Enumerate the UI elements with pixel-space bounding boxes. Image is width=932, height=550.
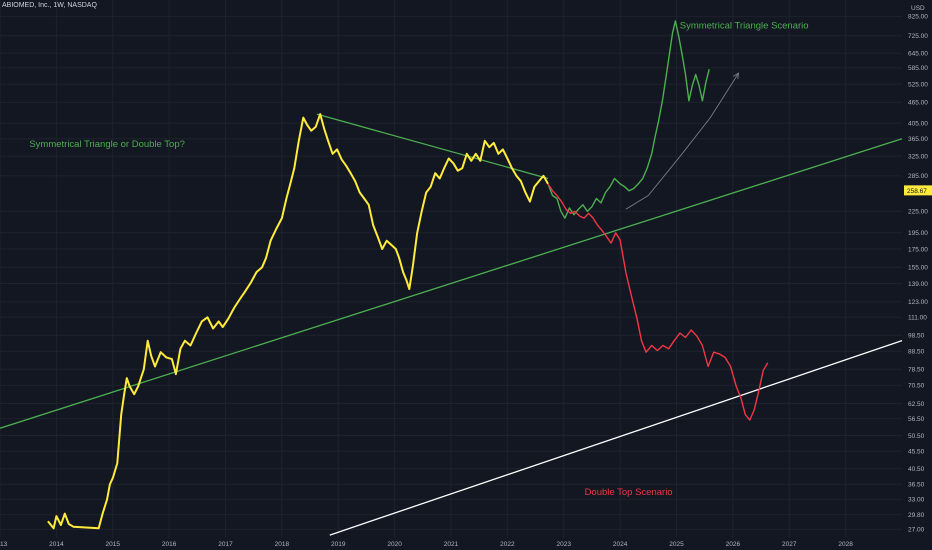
price-tick-label: 36.50	[908, 481, 925, 488]
time-axis[interactable]: 2013 2014 2015 2016 2017 2018 2019 2020 2021 2022…	[0, 541, 853, 548]
time-tick-label: 2022	[500, 541, 515, 548]
symbol-header: ABIOMED, Inc., 1W, NASDAQ	[2, 2, 97, 9]
price-series-line[interactable]	[547, 20, 710, 219]
price-tick-label: 325.00	[908, 153, 928, 160]
price-tick-label: 725.00	[908, 33, 928, 40]
time-tick-label: 2015	[106, 541, 121, 548]
price-tick-label: 405.00	[908, 120, 928, 127]
price-axis[interactable]: USD 825.00 725.00 645.00 585.00 525.00 465.00 4…	[908, 5, 928, 534]
price-tick-label: 98.50	[908, 333, 925, 340]
price-tick-label: 123.00	[908, 299, 928, 306]
price-series-line[interactable]	[547, 183, 769, 421]
time-tick-label: 2020	[387, 541, 402, 548]
current-price-badge	[904, 185, 932, 196]
time-tick-label: 2014	[49, 541, 64, 548]
trendline[interactable]	[329, 340, 903, 536]
price-tick-label: 155.00	[908, 265, 928, 272]
price-tick-label: 225.00	[908, 209, 928, 216]
price-tick-label: 525.00	[908, 81, 928, 88]
price-tick-label: 88.50	[908, 349, 925, 356]
price-axis-unit: USD	[911, 5, 925, 12]
time-tick-label: 2027	[782, 541, 797, 548]
price-tick-label: 645.00	[908, 51, 928, 58]
trendline[interactable]	[0, 138, 903, 429]
time-tick-label: 2025	[669, 541, 684, 548]
time-tick-label: 2018	[275, 541, 290, 548]
current-price-value: 258.67	[907, 188, 927, 195]
time-tick-label: 2017	[218, 541, 233, 548]
grid	[0, 0, 902, 538]
series	[47, 20, 769, 530]
price-series-line[interactable]	[47, 113, 549, 530]
chart-annotation: Symmetrical Triangle Scenario	[680, 21, 809, 32]
chart-annotation: Symmetrical Triangle or Double Top?	[29, 139, 185, 150]
price-tick-label: 70.50	[908, 383, 925, 390]
price-tick-label: 111.00	[908, 315, 927, 322]
price-tick-label: 285.00	[908, 173, 928, 180]
price-tick-label: 365.00	[908, 136, 928, 143]
price-tick-label: 62.50	[908, 401, 925, 408]
price-tick-label: 825.00	[908, 14, 928, 21]
time-tick-label: 2023	[557, 541, 572, 548]
price-tick-label: 585.00	[908, 65, 928, 72]
price-tick-label: 195.00	[908, 230, 928, 237]
price-tick-label: 139.00	[908, 281, 928, 288]
price-tick-label: 78.50	[908, 367, 925, 374]
trendlines	[0, 72, 903, 536]
time-tick-label: 2026	[726, 541, 741, 548]
price-tick-label: 33.00	[908, 497, 925, 504]
time-tick-label: 2024	[613, 541, 628, 548]
price-tick-label: 56.50	[908, 416, 925, 423]
price-tick-label: 465.00	[908, 100, 928, 107]
price-tick-label: 45.50	[908, 448, 925, 455]
time-tick-label: 2013	[0, 541, 8, 548]
annotations: Symmetrical Triangle or Double Top? Symme…	[29, 21, 808, 498]
projection-arrow-head	[733, 72, 740, 80]
time-tick-label: 2028	[838, 541, 853, 548]
price-tick-label: 175.00	[908, 246, 928, 253]
trendline[interactable]	[316, 113, 549, 180]
price-tick-label: 40.50	[908, 466, 925, 473]
time-tick-label: 2016	[162, 541, 177, 548]
price-tick-label: 29.80	[908, 512, 925, 519]
price-tick-label: 27.00	[908, 527, 925, 534]
price-tick-label: 50.50	[908, 433, 925, 440]
time-tick-label: 2019	[331, 541, 346, 548]
projection-arrow	[625, 72, 739, 210]
time-tick-label: 2021	[444, 541, 459, 548]
current-price-label: 258.67	[904, 185, 932, 196]
chart-annotation: Double Top Scenario	[585, 487, 673, 498]
